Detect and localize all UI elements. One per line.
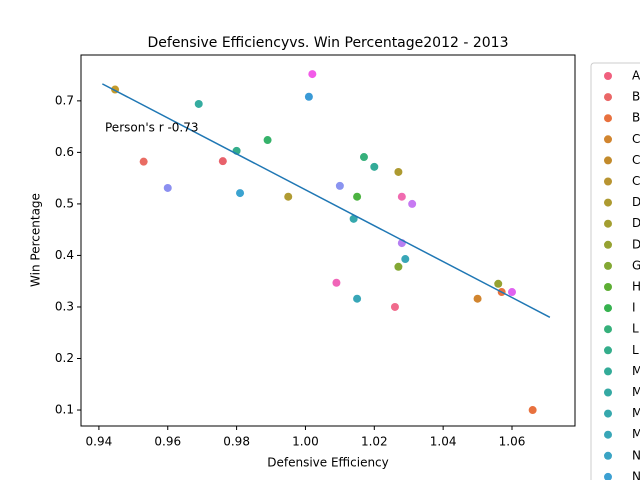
plot-frame: [80, 54, 576, 427]
point: [528, 406, 537, 415]
y-tick-label: 0.7: [55, 93, 74, 107]
legend-marker: [604, 388, 612, 397]
point: [218, 157, 227, 166]
legend-marker: [604, 430, 612, 439]
point: [194, 99, 203, 108]
point: [304, 92, 313, 101]
point: [401, 255, 410, 264]
legend-marker: [604, 304, 612, 313]
legend-label: A: [632, 69, 640, 83]
x-axis-label: Defensive Efficiency: [267, 456, 389, 470]
x-tick-label: 1.04: [430, 435, 457, 449]
point: [359, 153, 368, 162]
legend-label: C: [632, 132, 640, 146]
legend-label: N: [632, 469, 640, 480]
legend-label: D: [632, 195, 640, 209]
legend-box: [590, 62, 640, 480]
point: [397, 192, 406, 201]
legend-marker: [604, 93, 612, 102]
legend-marker: [604, 72, 612, 80]
x-tick-label: 0.98: [223, 435, 250, 449]
y-tick-label: 0.5: [55, 196, 74, 210]
legend-label: N: [632, 448, 640, 462]
legend-label: M: [632, 385, 640, 399]
legend-marker: [604, 367, 612, 376]
x-tick-label: 1.06: [499, 435, 526, 449]
legend-marker: [604, 177, 612, 186]
legend-marker: [604, 325, 612, 334]
y-axis-label: Win Percentage: [29, 193, 43, 287]
legend-marker: [604, 240, 612, 249]
legend-marker: [604, 409, 612, 418]
legend-marker: [604, 135, 612, 144]
legend-label: B: [632, 111, 640, 125]
legend-label: C: [632, 174, 640, 188]
point: [353, 192, 362, 201]
legend-label: D: [632, 237, 640, 251]
point: [308, 70, 317, 79]
point: [163, 183, 172, 192]
point: [394, 167, 403, 176]
legend-marker: [604, 261, 612, 270]
x-tick-label: 0.96: [154, 435, 181, 449]
legend-label: G: [632, 258, 640, 272]
legend-label: M: [632, 364, 640, 378]
legend-label: M: [632, 427, 640, 441]
legend-label: B: [632, 90, 640, 104]
point: [139, 157, 148, 166]
point: [332, 278, 341, 287]
legend-marker: [604, 283, 612, 291]
point: [263, 136, 272, 145]
legend-label: L: [632, 343, 639, 357]
legend-label: C: [632, 153, 640, 167]
annotation: Person's r -0.73: [105, 121, 199, 135]
x-tick-label: 0.94: [86, 435, 113, 449]
point: [335, 181, 344, 190]
legend-marker: [604, 219, 612, 228]
point: [353, 294, 362, 303]
point: [370, 162, 379, 171]
y-tick-label: 0.4: [55, 248, 74, 262]
point: [390, 302, 399, 311]
point: [394, 262, 403, 271]
x-tick-label: 1.00: [292, 435, 319, 449]
y-tick-label: 0.1: [55, 403, 74, 417]
legend-marker: [604, 156, 612, 165]
y-tick-label: 0.3: [55, 299, 74, 313]
legend-label: M: [632, 406, 640, 420]
legend-marker: [604, 198, 612, 207]
legend-marker: [604, 472, 612, 480]
y-tick-label: 0.6: [55, 145, 74, 159]
point: [408, 199, 417, 208]
legend-marker: [604, 451, 612, 460]
x-tick-label: 1.02: [361, 435, 388, 449]
chart-title: Defensive Efficiencyvs. Win Percentage20…: [148, 35, 509, 51]
legend-label: H: [632, 280, 640, 294]
point: [508, 288, 517, 297]
point: [236, 189, 245, 198]
legend-label: I: [632, 301, 636, 315]
legend-label: L: [632, 322, 639, 336]
point: [473, 294, 482, 303]
legend-marker: [604, 114, 612, 123]
legend-label: D: [632, 216, 640, 230]
legend-marker: [604, 346, 612, 355]
trend-line: [101, 83, 551, 318]
point: [284, 192, 293, 201]
point: [494, 279, 503, 288]
point: [349, 214, 358, 223]
y-tick-label: 0.2: [55, 351, 74, 365]
